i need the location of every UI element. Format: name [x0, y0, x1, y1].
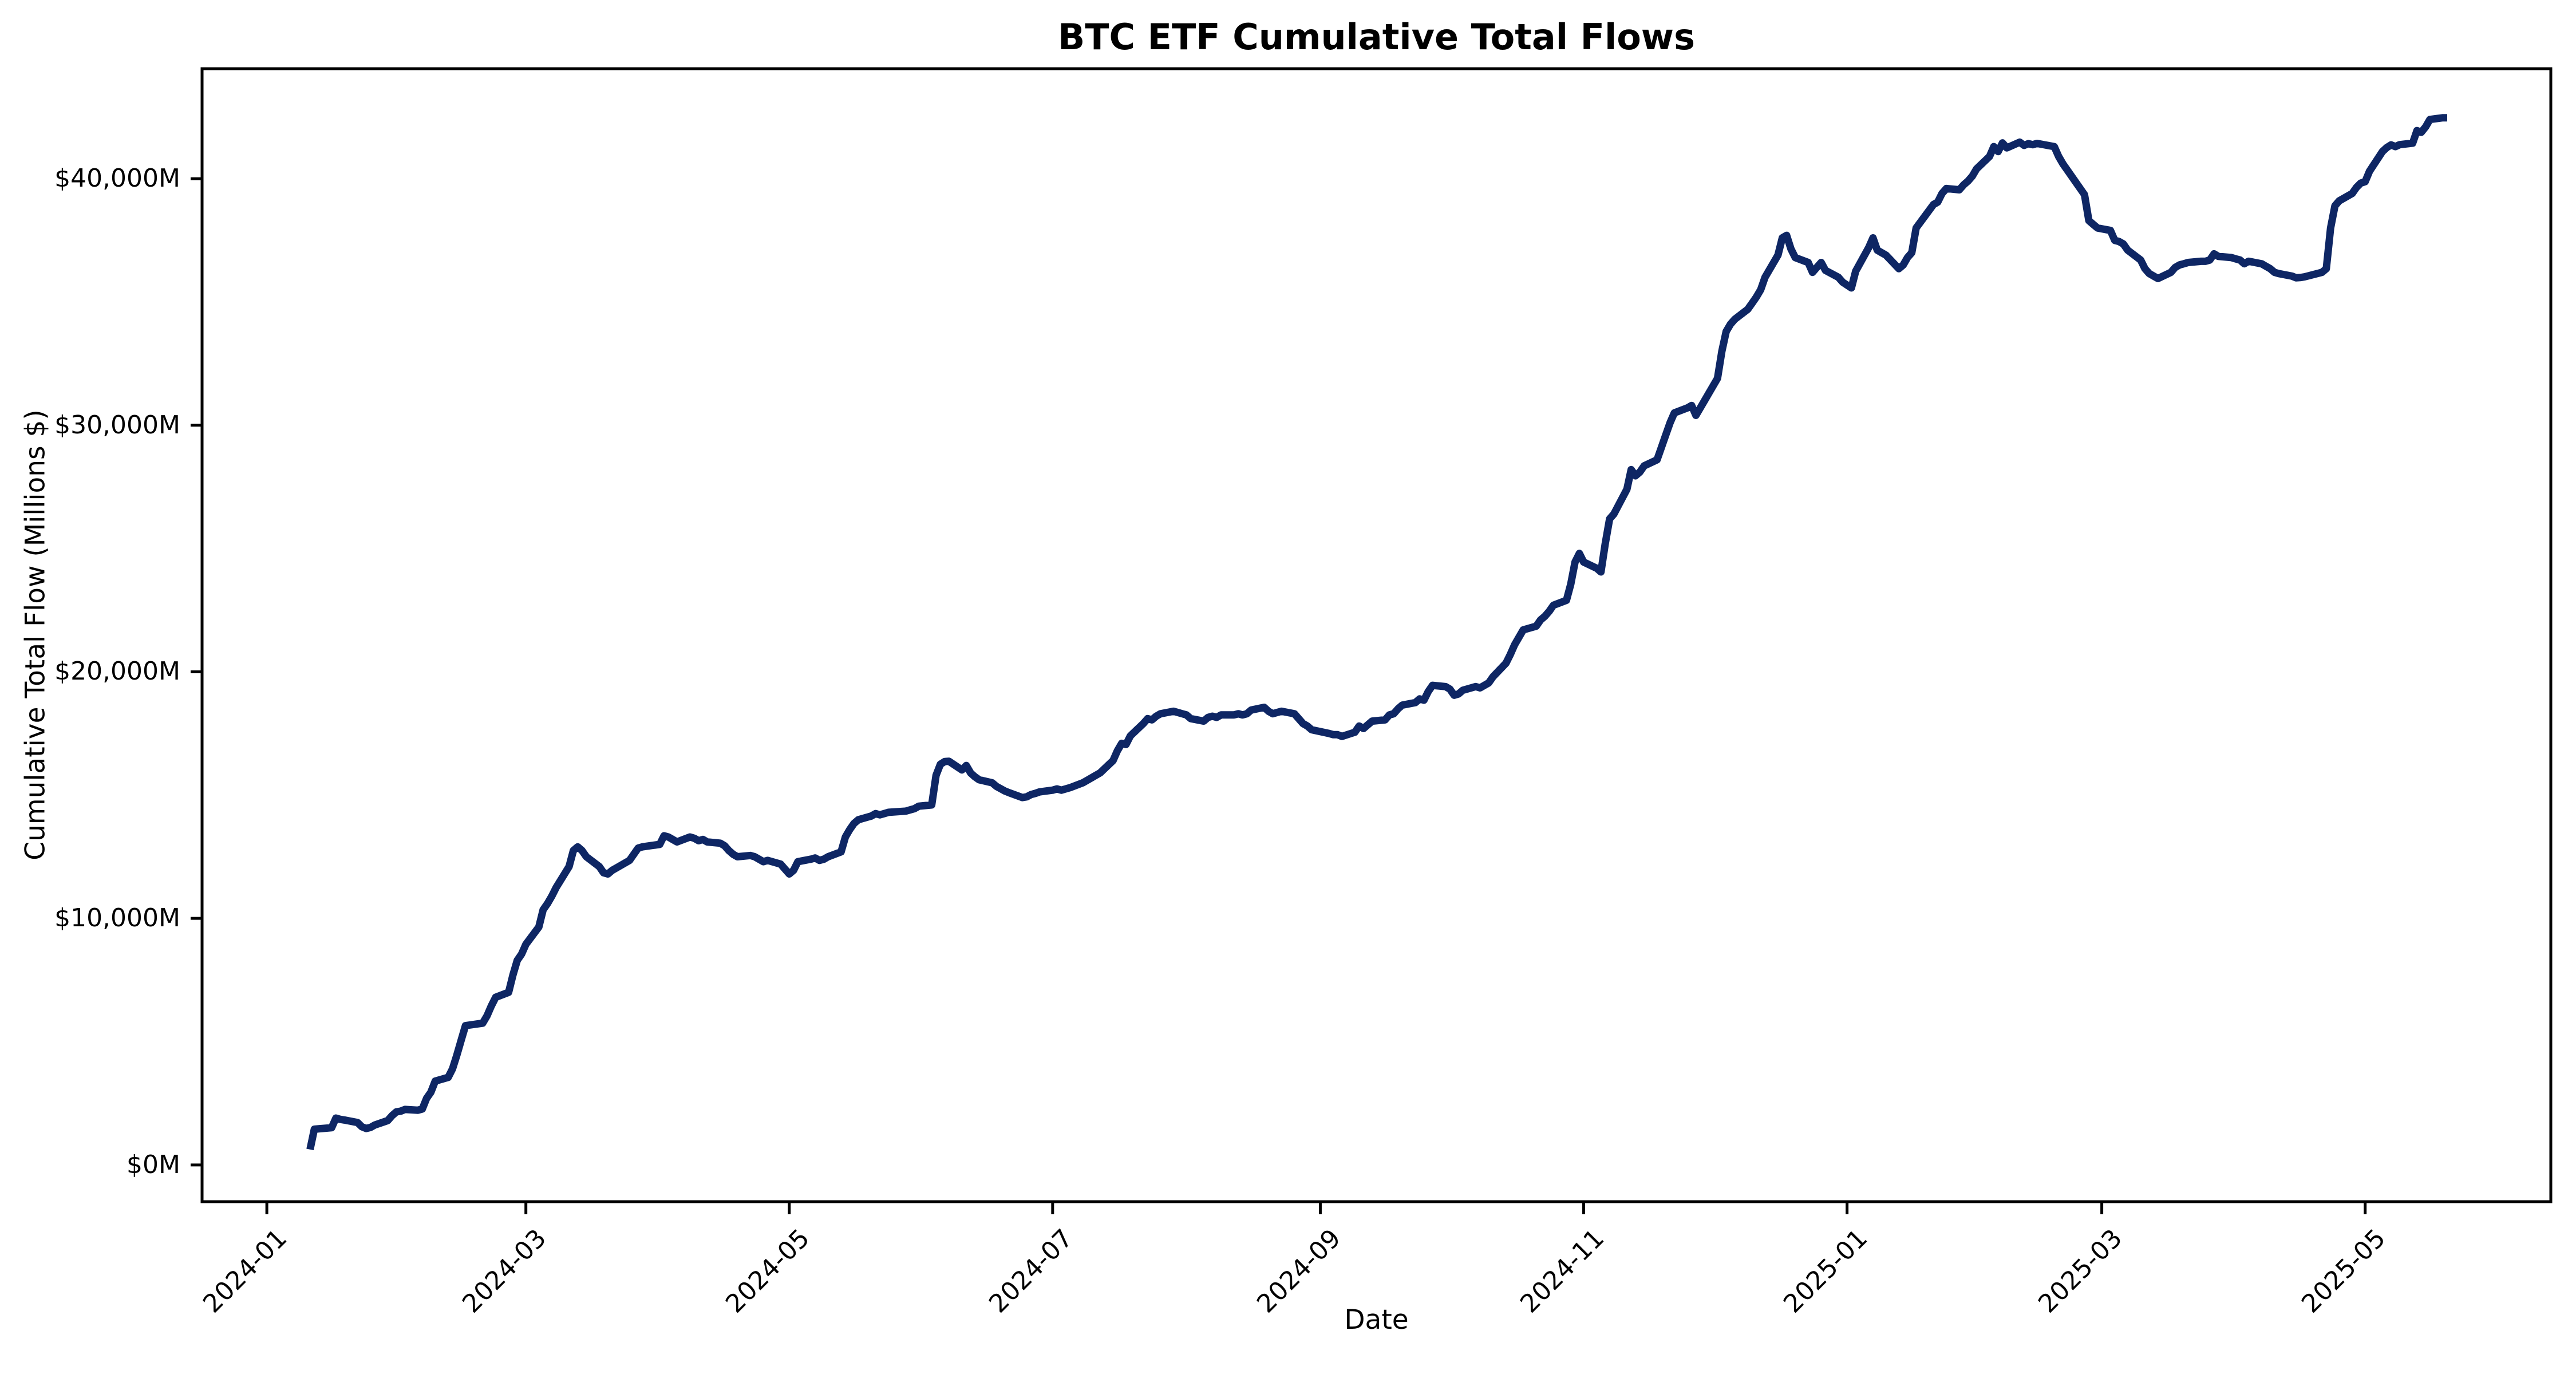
y-tick-label: $40,000M	[54, 164, 180, 194]
chart-title: BTC ETF Cumulative Total Flows	[1058, 16, 1695, 58]
y-tick-label: $30,000M	[54, 410, 180, 440]
plot-border	[200, 67, 2553, 1203]
y-tick-label: $20,000M	[54, 657, 180, 686]
data-line-cumulative-total-flow	[306, 114, 2447, 1151]
x-axis-label: Date	[1344, 1304, 1409, 1336]
y-tick-label: $0M	[127, 1150, 180, 1179]
y-tick-label: $10,000M	[54, 903, 180, 933]
